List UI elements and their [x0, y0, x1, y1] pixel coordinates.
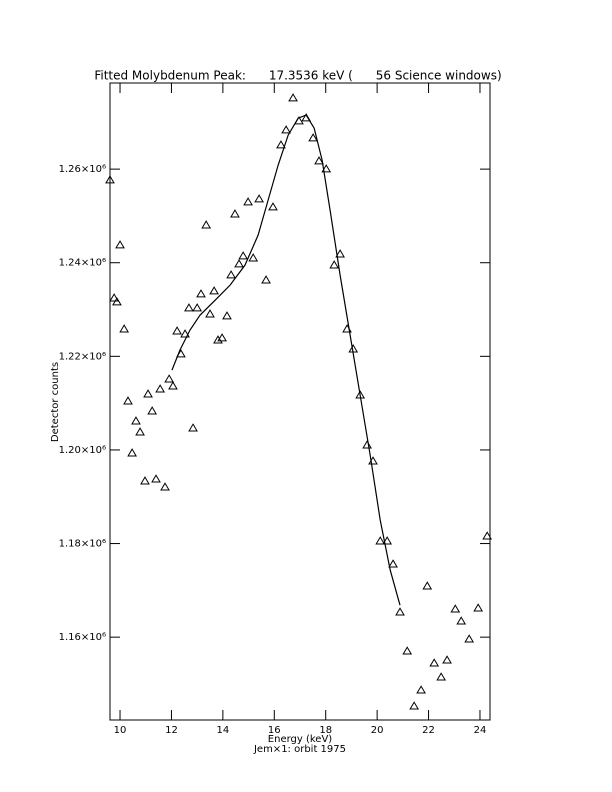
x-tick-label: 16	[268, 725, 281, 736]
chart-title: Fitted Molybdenum Peak: 17.3536 keV ( 56…	[94, 69, 501, 83]
data-point	[395, 607, 405, 616]
data-point	[112, 297, 122, 306]
data-point	[115, 240, 125, 249]
x-tick-label: 20	[371, 725, 384, 736]
data-point	[375, 536, 386, 545]
data-point	[184, 303, 194, 312]
data-point	[402, 646, 413, 655]
x-axis-label: Energy (keV)	[268, 734, 333, 745]
data-point	[209, 286, 220, 295]
data-point	[180, 329, 190, 338]
data-point	[222, 311, 232, 320]
data-point	[422, 581, 433, 590]
data-point	[382, 536, 393, 545]
data-point	[329, 260, 340, 269]
data-point	[105, 175, 115, 184]
data-point	[436, 672, 447, 681]
data-point	[234, 259, 244, 268]
y-tick-label: 1.22×10⁶	[59, 351, 106, 362]
data-point	[442, 655, 452, 664]
data-point	[482, 531, 493, 540]
y-tick-label: 1.20×10⁶	[59, 445, 106, 456]
data-point	[123, 396, 133, 405]
data-point	[281, 125, 291, 134]
data-point	[362, 440, 372, 449]
x-tick-label: 22	[422, 725, 435, 736]
data-point	[429, 658, 440, 667]
data-point	[155, 384, 166, 393]
data-point	[261, 275, 271, 284]
y-axis-label: Detector counts	[50, 362, 61, 442]
x-tick-label: 12	[165, 725, 178, 736]
data-point	[314, 156, 324, 165]
data-point	[119, 324, 130, 333]
x-tick-label: 24	[474, 725, 487, 736]
y-tick-label: 1.16×10⁶	[59, 632, 106, 643]
data-point	[308, 133, 318, 142]
data-point	[230, 209, 240, 218]
data-point	[151, 474, 161, 483]
data-point	[254, 194, 264, 203]
x-tick-label: 14	[217, 725, 230, 736]
data-point	[135, 427, 145, 436]
x-tick-label: 18	[319, 725, 332, 736]
data-point	[172, 326, 182, 335]
data-point	[147, 406, 158, 415]
fit-line	[171, 114, 401, 606]
data-point	[238, 251, 249, 260]
data-point	[335, 249, 345, 258]
x-tick-label: 10	[114, 725, 127, 736]
data-point	[164, 374, 175, 383]
data-point	[127, 448, 137, 457]
y-tick-label: 1.24×10⁶	[59, 258, 106, 269]
data-point	[217, 333, 227, 342]
data-point	[188, 423, 198, 432]
data-point	[288, 93, 298, 102]
data-point	[226, 270, 236, 279]
data-point	[205, 309, 215, 318]
data-point	[473, 603, 484, 612]
data-point	[276, 140, 286, 149]
data-point	[196, 289, 206, 298]
data-point	[464, 634, 475, 643]
data-point	[456, 616, 467, 625]
data-point	[409, 701, 420, 710]
data-point	[168, 381, 178, 390]
data-point	[160, 482, 170, 491]
data-point	[248, 253, 259, 262]
data-point	[321, 164, 332, 173]
data-point	[243, 197, 253, 206]
data-point	[143, 389, 153, 398]
y-tick-label: 1.26×10⁶	[59, 164, 106, 175]
y-tick-label: 1.18×10⁶	[59, 539, 106, 550]
data-point	[416, 685, 426, 694]
data-point	[140, 476, 150, 485]
data-point	[388, 559, 398, 568]
data-point	[192, 303, 203, 312]
plot-frame	[109, 82, 491, 721]
data-point	[268, 202, 278, 211]
subtitle: Jem×1: orbit 1975	[253, 744, 346, 755]
data-point	[131, 416, 141, 425]
data-point	[213, 335, 223, 344]
data-point	[201, 220, 212, 229]
data-point	[109, 293, 119, 302]
data-point	[450, 604, 461, 613]
